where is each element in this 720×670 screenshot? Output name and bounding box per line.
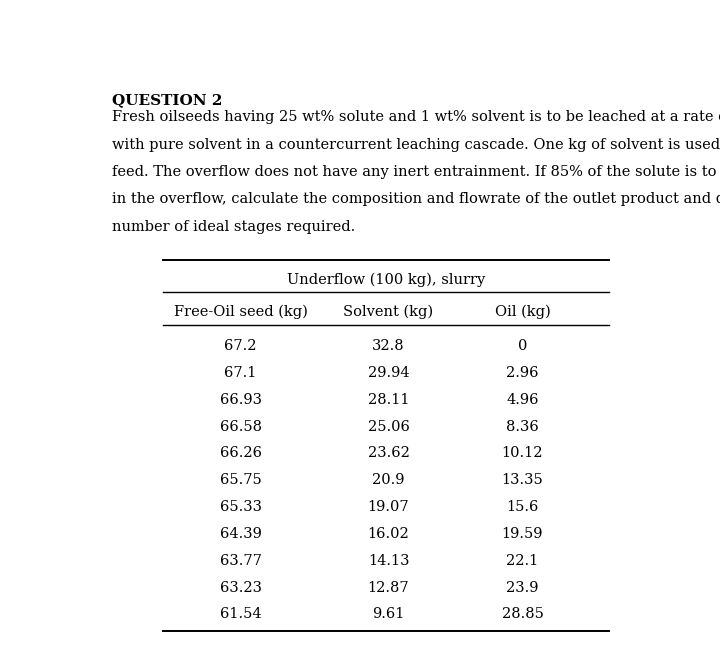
Text: 28.11: 28.11	[368, 393, 409, 407]
Text: number of ideal stages required.: number of ideal stages required.	[112, 220, 356, 234]
Text: 29.94: 29.94	[368, 366, 410, 380]
Text: Solvent (kg): Solvent (kg)	[343, 304, 433, 319]
Text: 0: 0	[518, 339, 527, 353]
Text: 13.35: 13.35	[502, 473, 544, 487]
Text: Free-Oil seed (kg): Free-Oil seed (kg)	[174, 304, 307, 319]
Text: 61.54: 61.54	[220, 608, 261, 621]
Text: QUESTION 2: QUESTION 2	[112, 93, 222, 107]
Text: 66.58: 66.58	[220, 419, 261, 433]
Text: 16.02: 16.02	[368, 527, 410, 541]
Text: 67.2: 67.2	[225, 339, 257, 353]
Text: 23.9: 23.9	[506, 580, 539, 594]
Text: 65.75: 65.75	[220, 473, 261, 487]
Text: 63.23: 63.23	[220, 580, 261, 594]
Text: 23.62: 23.62	[368, 446, 410, 460]
Text: Underflow (100 kg), slurry: Underflow (100 kg), slurry	[287, 272, 485, 287]
Text: 10.12: 10.12	[502, 446, 543, 460]
Text: 12.87: 12.87	[368, 580, 410, 594]
Text: 64.39: 64.39	[220, 527, 261, 541]
Text: Oil (kg): Oil (kg)	[495, 304, 550, 319]
Text: 4.96: 4.96	[506, 393, 539, 407]
Text: with pure solvent in a countercurrent leaching cascade. One kg of solvent is use: with pure solvent in a countercurrent le…	[112, 137, 720, 151]
Text: 19.07: 19.07	[368, 500, 410, 514]
Text: 66.26: 66.26	[220, 446, 261, 460]
Text: 19.59: 19.59	[502, 527, 543, 541]
Text: 28.85: 28.85	[502, 608, 544, 621]
Text: 2.96: 2.96	[506, 366, 539, 380]
Text: 25.06: 25.06	[368, 419, 410, 433]
Text: 20.9: 20.9	[372, 473, 405, 487]
Text: 8.36: 8.36	[506, 419, 539, 433]
Text: 14.13: 14.13	[368, 553, 409, 567]
Text: 63.77: 63.77	[220, 553, 261, 567]
Text: 32.8: 32.8	[372, 339, 405, 353]
Text: feed. The overflow does not have any inert entrainment. If 85% of the solute is : feed. The overflow does not have any ine…	[112, 165, 720, 179]
Text: 66.93: 66.93	[220, 393, 261, 407]
Text: in the overflow, calculate the composition and flowrate of the outlet product an: in the overflow, calculate the compositi…	[112, 192, 720, 206]
Text: 67.1: 67.1	[225, 366, 257, 380]
Text: Fresh oilseeds having 25 wt% solute and 1 wt% solvent is to be leached at a rate: Fresh oilseeds having 25 wt% solute and …	[112, 111, 720, 125]
Text: 9.61: 9.61	[372, 608, 405, 621]
Text: 65.33: 65.33	[220, 500, 261, 514]
Text: 22.1: 22.1	[506, 553, 539, 567]
Text: 15.6: 15.6	[506, 500, 539, 514]
